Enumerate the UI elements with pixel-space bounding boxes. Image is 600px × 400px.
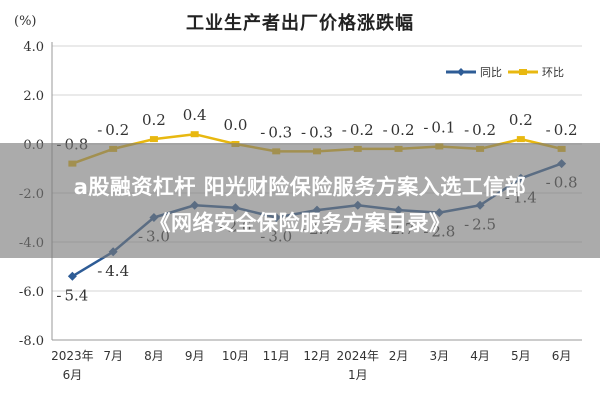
x-tick-label: 4月: [470, 349, 490, 363]
legend-marker: [519, 69, 527, 75]
legend-label-2: 环比: [542, 66, 564, 79]
x-tick-label: 5月: [511, 349, 531, 363]
headline-line-2[interactable]: 《网络安全保险服务方案目录》: [149, 211, 451, 235]
data-point: [190, 131, 199, 138]
x-tick-label: 9月: [185, 349, 205, 363]
data-label: - 0.2: [342, 121, 374, 139]
y-tick-label: -6.0: [19, 285, 44, 300]
x-tick-label: 2023年: [51, 349, 94, 363]
x-tick-label: 6月: [552, 349, 572, 363]
y-tick-label: 2.0: [23, 89, 44, 104]
data-point: [516, 136, 525, 143]
legend-marker: [457, 68, 465, 76]
x-tick-label: 11月: [263, 349, 290, 363]
data-label: 0.2: [142, 111, 166, 129]
x-tick-label: 1月: [348, 368, 368, 382]
x-tick-label: 7月: [103, 349, 123, 363]
data-point: [67, 271, 77, 281]
data-label: 0.2: [509, 111, 533, 129]
x-tick-label: 2月: [389, 349, 409, 363]
y-tick-label: -8.0: [19, 334, 44, 349]
x-tick-label: 6月: [63, 368, 83, 382]
x-tick-label: 12月: [303, 349, 330, 363]
data-label: 0.0: [224, 116, 248, 134]
y-tick-label: 4.0: [23, 40, 44, 55]
data-label: - 0.2: [464, 121, 496, 139]
data-label: - 0.2: [546, 121, 578, 139]
headline-line-1[interactable]: a股融资杠杆 阳光财险保险服务方案入选工信部: [73, 175, 527, 199]
data-label: - 0.2: [383, 121, 415, 139]
headline-overlay: [0, 143, 600, 258]
x-tick-label: 10月: [222, 349, 249, 363]
data-label: 0.4: [183, 106, 207, 124]
chart-title: 工业生产者出厂价格涨跌幅: [186, 13, 414, 34]
data-point: [149, 136, 158, 143]
data-label: - 0.1: [423, 118, 455, 136]
data-label: - 0.2: [97, 121, 129, 139]
x-tick-label: 2024年: [336, 349, 379, 363]
data-label: - 5.4: [56, 286, 88, 304]
data-label: - 0.3: [260, 123, 292, 141]
data-label: - 0.3: [301, 123, 333, 141]
data-label: - 4.4: [97, 262, 129, 280]
legend-label-1: 同比: [480, 66, 502, 79]
y-axis-unit-label: (%): [14, 14, 37, 29]
x-tick-label: 3月: [429, 349, 449, 363]
x-tick-label: 8月: [144, 349, 164, 363]
